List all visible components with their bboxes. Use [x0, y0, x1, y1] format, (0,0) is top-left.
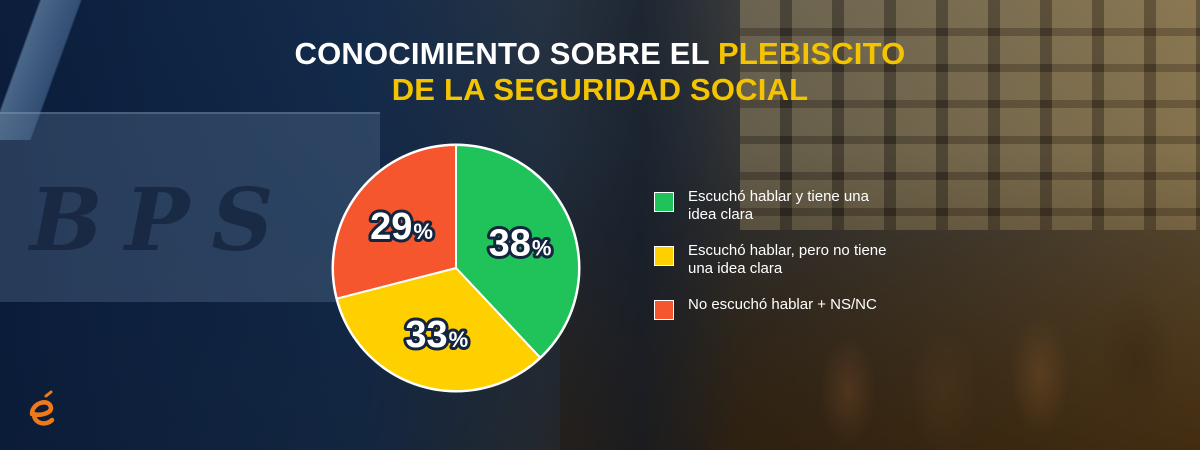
pie-slice: [332, 143, 457, 300]
legend-label: Escuchó hablar, pero no tiene una idea c…: [688, 242, 887, 277]
title-highlight: PLEBISCITO: [718, 36, 906, 71]
slice-value-label: 38%: [489, 223, 552, 265]
legend-item: Escuchó hablar, pero no tiene una idea c…: [654, 242, 954, 278]
legend-swatch: [654, 192, 674, 212]
pie-slice: [455, 143, 580, 360]
e-logo-icon: [29, 390, 55, 426]
legend-item: No escuchó hablar + NS/NC: [654, 296, 954, 320]
pie-slice: [335, 266, 542, 392]
legend: Escuchó hablar y tiene una idea clara Es…: [654, 188, 954, 338]
legend-item: Escuchó hablar y tiene una idea clara: [654, 188, 954, 224]
title-part-3: DE LA SEGURIDAD SOCIAL: [391, 72, 809, 107]
chart-title: CONOCIMIENTO SOBRE EL PLEBISCITO DE LA S…: [0, 36, 1200, 108]
legend-swatch: [654, 246, 674, 266]
legend-label: Escuchó hablar y tiene una idea clara: [688, 188, 869, 223]
legend-swatch: [654, 300, 674, 320]
title-part-1: CONOCIMIENTO SOBRE EL: [294, 36, 719, 71]
legend-label: No escuchó hablar + NS/NC: [688, 296, 877, 313]
slice-value-label: 29%: [370, 206, 433, 248]
slice-value-label: 33%: [405, 314, 468, 356]
